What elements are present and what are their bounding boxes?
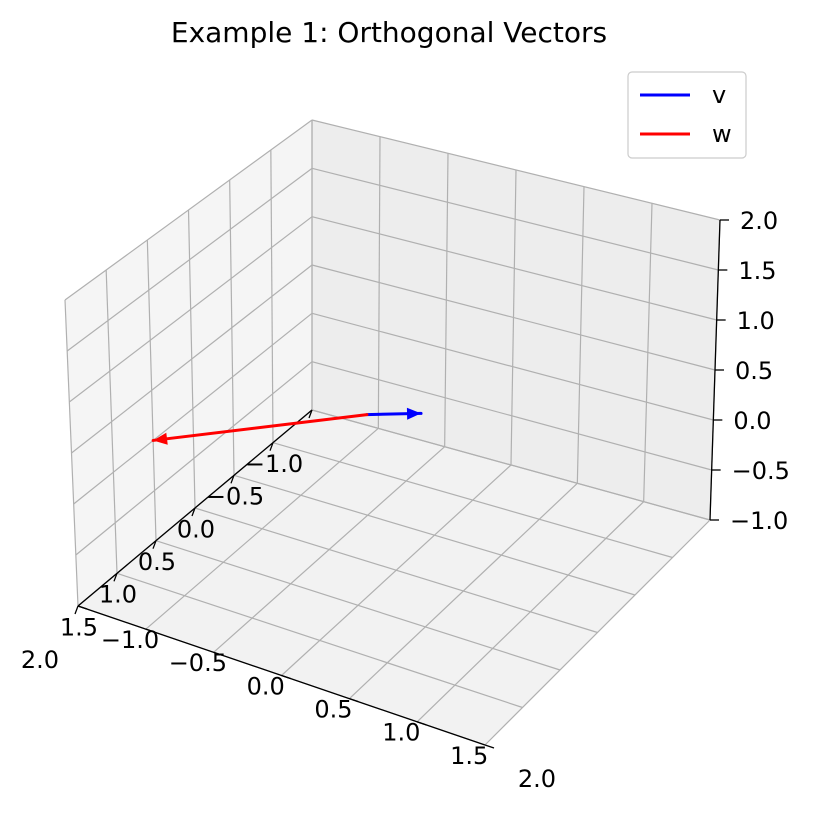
grid-side-z-4 xyxy=(68,216,313,403)
side-pane-yz xyxy=(65,120,312,606)
x-tick-mark-1 xyxy=(269,442,274,451)
x-tick-label-3: 0.5 xyxy=(138,548,176,576)
grid-back-z-1 xyxy=(311,361,712,471)
tick-labels: −1.0−0.50.00.51.01.52.0−1.0−0.50.00.51.0… xyxy=(21,207,790,793)
grid-side-z-5 xyxy=(66,167,313,352)
z-tick-label-5: 1.5 xyxy=(738,257,776,285)
grid-back-z-0 xyxy=(311,409,711,521)
x-tick-label-5: 1.5 xyxy=(60,613,98,641)
legend: v w xyxy=(627,71,747,159)
x-tick-label-6: 2.0 xyxy=(21,646,59,674)
y-tick-label-5: 1.5 xyxy=(450,742,488,770)
x-tick-label-0: −1.0 xyxy=(245,450,303,478)
grid-floor-y-4 xyxy=(348,482,578,700)
floor-pane xyxy=(78,410,710,745)
grid-side-z-6 xyxy=(64,119,313,301)
y-tick-mark-2 xyxy=(213,651,223,656)
y-tick-label-4: 1.0 xyxy=(382,719,420,747)
grid-floor-y-6 xyxy=(484,519,711,746)
y-tick-mark-1 xyxy=(145,628,156,633)
x-tick-label-4: 1.0 xyxy=(99,581,137,609)
vector-w xyxy=(151,413,369,442)
x-tick-mark-0 xyxy=(308,409,313,419)
grid-back-z-6 xyxy=(311,119,721,221)
x-tick-mark-6 xyxy=(74,605,79,615)
z-tick-label-4: 1.0 xyxy=(737,307,775,335)
x-tick-mark-4 xyxy=(152,540,157,549)
x-tick-mark-2 xyxy=(230,475,235,484)
vector-w-arrowhead xyxy=(153,432,168,445)
x-tick-label-2: 0.0 xyxy=(177,515,215,543)
grid-side-z-1 xyxy=(75,361,313,556)
y-tick-mark-5 xyxy=(416,721,427,726)
grid-floor-y-1 xyxy=(145,427,379,630)
y-tick-mark-6 xyxy=(484,744,495,749)
y-tick-mark-4 xyxy=(349,698,359,703)
z-tick-label-2: 0.0 xyxy=(733,407,771,435)
grid-floor-y-3 xyxy=(281,464,512,676)
grid-back-z-3 xyxy=(311,264,716,371)
y-tick-mark-0 xyxy=(77,605,88,610)
legend-label-w: w xyxy=(712,120,732,148)
vector-series xyxy=(151,407,423,445)
x-tick-mark-5 xyxy=(113,573,118,582)
grid-floor-y-2 xyxy=(213,446,446,653)
legend-label-v: v xyxy=(712,81,726,109)
grid-back-z-4 xyxy=(311,216,717,321)
grid-back-z-2 xyxy=(311,312,714,421)
y-tick-label-6: 2.0 xyxy=(518,765,556,793)
z-tick-label-0: −1.0 xyxy=(730,507,788,535)
y-tick-mark-3 xyxy=(281,674,291,680)
x-tick-label-1: −0.5 xyxy=(206,483,264,511)
z-tick-label-6: 2.0 xyxy=(740,207,778,235)
back-pane-xz xyxy=(312,120,720,520)
z-tick-label-1: −0.5 xyxy=(732,457,790,485)
x-tick-mark-3 xyxy=(191,507,196,517)
grid-floor-y-5 xyxy=(416,501,645,723)
chart-title: Example 1: Orthogonal Vectors xyxy=(171,16,607,49)
z-tick-label-3: 0.5 xyxy=(735,357,773,385)
grid-side-z-3 xyxy=(71,264,313,454)
vector-v-arrowhead xyxy=(406,407,422,420)
grid-side-z-2 xyxy=(73,312,313,505)
grid-back-z-5 xyxy=(311,167,719,271)
y-tick-label-3: 0.5 xyxy=(314,696,352,724)
y-tick-label-2: 0.0 xyxy=(247,672,285,700)
